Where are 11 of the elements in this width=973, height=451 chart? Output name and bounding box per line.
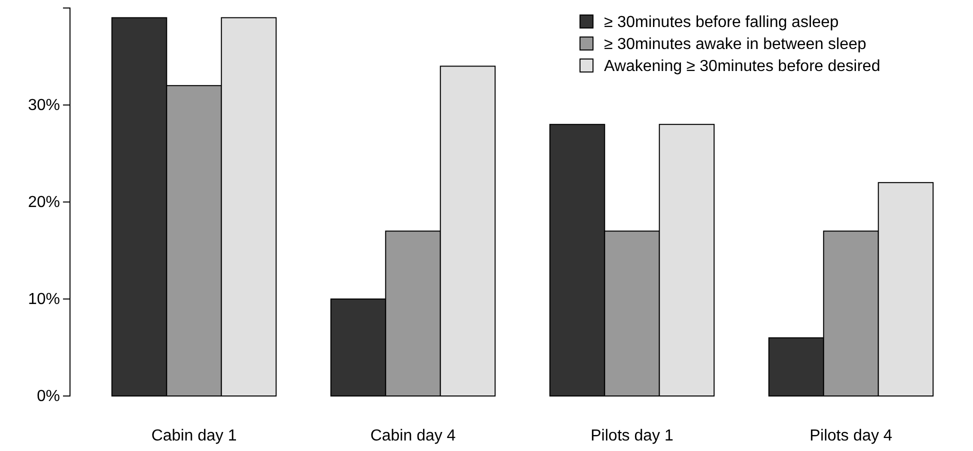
x-tick-label: Cabin day 4: [370, 427, 456, 444]
y-tick-label: 30%: [28, 97, 60, 114]
legend-label: ≥ 30minutes awake in between sleep: [604, 36, 866, 53]
x-tick-label: Pilots day 4: [810, 427, 892, 444]
x-tick-label: Cabin day 1: [151, 427, 237, 444]
x-tick-label: Pilots day 1: [590, 427, 674, 444]
legend-label: Awakening ≥ 30minutes before desired: [604, 58, 880, 75]
y-tick-label: 10%: [28, 291, 60, 308]
legend-label: ≥ 30minutes before falling asleep: [604, 14, 839, 31]
y-tick-label: 0%: [36, 388, 60, 406]
y-tick-label: 20%: [28, 194, 60, 212]
